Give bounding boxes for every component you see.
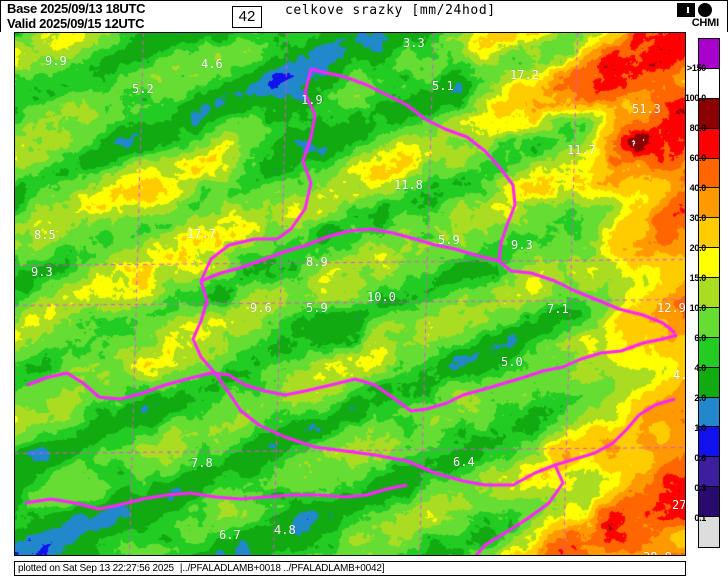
colorbar-band-1 <box>699 68 719 99</box>
colorbar-tick: 10.0 <box>689 303 707 313</box>
colorbar-band-7 <box>699 248 719 278</box>
precipitation-map[interactable]: 9.9 4.6 5.2 1.9 3.3 5.1 17.2 51.3 11.7 11.8 8.5 17.… <box>14 32 686 556</box>
map-header: Base 2025/09/13 18UTC Valid 2025/09/15 1… <box>0 0 728 32</box>
source-files: |../PFALADLAMB+0018 ../PFALADLAMB+0042] <box>179 563 385 574</box>
chmi-logo-text: CHMI <box>691 17 720 29</box>
valid-time-label: Valid 2025/09/15 12UTC <box>7 16 145 31</box>
chmi-logo: CHMI <box>677 3 721 31</box>
base-time-label: Base 2025/09/13 18UTC <box>7 1 146 16</box>
colorbar-band-12 <box>699 397 719 428</box>
colorbar-tick: 30.0 <box>689 213 707 223</box>
colorbar-tick: 0.3 <box>694 483 706 493</box>
colorbar-tick: 20.0 <box>689 243 707 253</box>
colorbar-tick: 40.0 <box>689 183 707 193</box>
colorbar-band-13 <box>699 427 719 458</box>
colorbar-tick: 6.0 <box>694 333 706 343</box>
colorbar-tick: 15.0 <box>689 273 707 283</box>
status-bar: plotted on Sat Sep 13 22:27:56 2025 |../P… <box>14 561 686 576</box>
plot-timestamp: plotted on Sat Sep 13 22:27:56 2025 <box>18 563 174 574</box>
colorbar-tick: 0.6 <box>694 453 706 463</box>
page-title: celkove srazky [mm/24hod] <box>285 3 496 18</box>
colorbar-tick: 100.0 <box>684 93 706 103</box>
colorbar-tick: 0.1 <box>694 513 706 523</box>
colorbar-tick: 2.0 <box>694 393 706 403</box>
colorbar-band-3 <box>699 128 719 159</box>
colorbar-band-11 <box>699 367 719 398</box>
colorbar-band-0 <box>699 39 719 69</box>
chmi-logo-icon <box>677 3 712 17</box>
colorbar-band-14 <box>699 457 719 488</box>
colorbar-band-9 <box>699 307 719 338</box>
colorbar-band-16 <box>699 517 719 547</box>
colorbar-tick: 60.0 <box>689 153 707 163</box>
colorbar-tick: 1.0 <box>694 423 706 433</box>
colorbar-band-10 <box>699 337 719 368</box>
colorbar-band-5 <box>699 188 719 219</box>
forecast-step-badge: 42 <box>232 6 262 28</box>
colorbar-tick: >150 <box>686 63 706 73</box>
colorbar-tick: 80.0 <box>689 123 707 133</box>
colorbar-band-2 <box>699 98 719 129</box>
colorbar-tick: 4.0 <box>694 363 706 373</box>
colorbar-band-4 <box>699 158 719 189</box>
colorbar-band-8 <box>699 278 719 308</box>
colorbar-band-15 <box>699 487 719 517</box>
colorbar-band-6 <box>699 218 719 249</box>
precipitation-field <box>15 33 685 555</box>
colorbar <box>698 38 720 548</box>
